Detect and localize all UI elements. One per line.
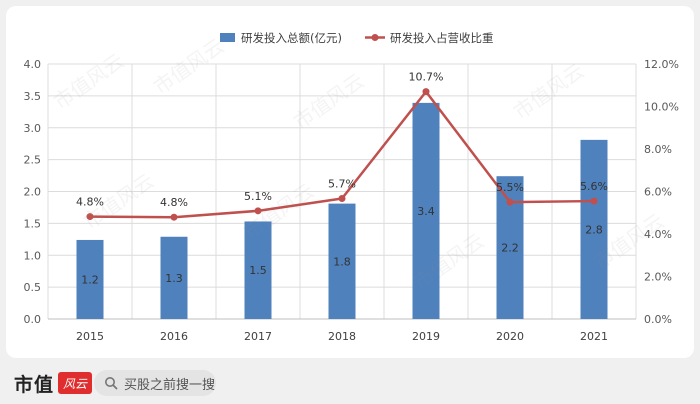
legend-label-bar: 研发投入总额(亿元) — [241, 31, 342, 45]
watermark-text: 市值风云 — [49, 49, 128, 115]
bar — [580, 139, 608, 319]
line-data-label: 4.8% — [76, 196, 104, 209]
line-point — [254, 207, 262, 215]
right-axis-tick-label: 10.0% — [644, 101, 679, 114]
bar — [76, 239, 104, 319]
bar-data-label: 1.2 — [81, 273, 99, 286]
right-axis-tick-label: 6.0% — [644, 186, 672, 199]
chart: 0.0 0.5 1.0 1.5 2.0 2.5 3.0 3.5 4.0 0.0% 2.0% 4.0% 6… — [24, 31, 679, 343]
brand-logo[interactable]: 市值 风云 — [14, 370, 93, 396]
left-axis-tick-label: 1.0 — [24, 249, 42, 262]
x-axis-tick-label: 2018 — [328, 330, 356, 343]
footer-bar: 市值 风云 买股之前搜一搜 — [0, 362, 700, 404]
legend-label-line: 研发投入占营收比重 — [390, 31, 494, 45]
right-axis-tick-label: 8.0% — [644, 143, 672, 156]
line-point — [170, 213, 178, 221]
search-text: 买股之前搜一搜 — [124, 377, 216, 393]
brand-name: 市值 — [14, 373, 55, 396]
line-point — [506, 198, 514, 206]
line-data-label: 4.8% — [160, 196, 188, 209]
line-point — [338, 195, 346, 203]
left-axis-tick-label: 2.0 — [24, 186, 42, 199]
line-data-label: 5.6% — [580, 180, 608, 193]
left-axis-tick-label: 0.5 — [24, 281, 42, 294]
search-box[interactable]: 买股之前搜一搜 — [94, 370, 216, 396]
right-axis-tick-label: 4.0% — [644, 228, 672, 241]
line-point — [590, 197, 598, 205]
x-axis-tick-label: 2019 — [412, 330, 440, 343]
bar-data-label: 1.8 — [333, 255, 351, 268]
left-axis-tick-label: 0.0 — [24, 313, 42, 326]
x-axis-tick-label: 2017 — [244, 330, 272, 343]
line-data-label: 5.5% — [496, 181, 524, 194]
bar-data-label: 2.8 — [585, 223, 603, 236]
line-data-label: 5.1% — [244, 190, 272, 203]
left-axis-tick-label: 4.0 — [24, 58, 42, 71]
right-axis-tick-label: 0.0% — [644, 313, 672, 326]
bar — [244, 221, 272, 319]
x-axis-tick-label: 2021 — [580, 330, 608, 343]
right-axis-tick-label: 12.0% — [644, 58, 679, 71]
x-axis-tick-label: 2015 — [76, 330, 104, 343]
bar — [328, 203, 356, 319]
right-axis-tick-label: 2.0% — [644, 271, 672, 284]
legend-swatch-marker — [371, 34, 379, 41]
x-axis-tick-label: 2020 — [496, 330, 524, 343]
line-data-label: 5.7% — [328, 178, 356, 191]
left-axis-tick-label: 3.5 — [24, 90, 42, 103]
watermark-text: 市值风云 — [509, 59, 588, 125]
bar-data-label: 2.2 — [501, 242, 519, 255]
left-axis-tick-label: 3.0 — [24, 122, 42, 135]
bar — [160, 236, 188, 319]
left-axis-tick-label: 2.5 — [24, 154, 42, 167]
watermark-text: 市值风云 — [289, 69, 368, 135]
line-point — [422, 88, 430, 96]
brand-seal: 风云 — [58, 372, 93, 394]
bar-data-label: 3.4 — [417, 205, 435, 218]
left-axis-tick-label: 1.5 — [24, 217, 42, 230]
search-icon — [105, 377, 118, 390]
bar — [412, 102, 440, 319]
bar-data-label: 1.5 — [249, 264, 267, 277]
line-data-label: 10.7% — [409, 71, 444, 84]
legend-swatch-bar — [220, 33, 235, 42]
x-axis-tick-label: 2016 — [160, 330, 188, 343]
line-point — [86, 213, 94, 221]
bar-data-label: 1.3 — [165, 272, 183, 285]
watermark-text: 市值风云 — [149, 34, 228, 100]
